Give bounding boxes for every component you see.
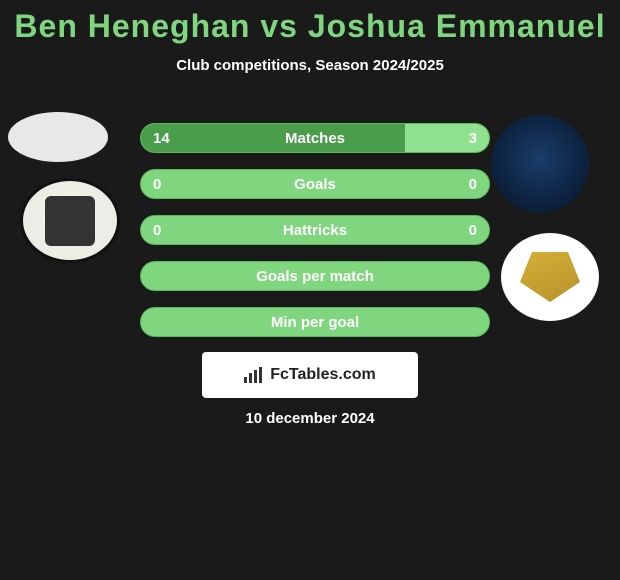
- stat-label: Matches: [141, 124, 489, 152]
- subtitle: Club competitions, Season 2024/2025: [0, 57, 620, 74]
- club-badge-right-inner: [520, 252, 580, 302]
- stat-row: Min per goal: [140, 307, 490, 337]
- club-badge-right: [501, 233, 599, 321]
- brand-box: FcTables.com: [202, 352, 418, 398]
- stat-value-left: 0: [153, 216, 161, 244]
- stat-label: Hattricks: [141, 216, 489, 244]
- player-avatar-right: [491, 115, 589, 213]
- stat-label: Min per goal: [141, 308, 489, 336]
- stat-row: Hattricks0 0: [140, 215, 490, 245]
- page-title: Ben Heneghan vs Joshua Emmanuel: [0, 0, 620, 45]
- stat-row: Goals0 0: [140, 169, 490, 199]
- stat-row: Goals per match: [140, 261, 490, 291]
- player-avatar-left: [8, 112, 108, 162]
- club-badge-left: [20, 178, 120, 263]
- stat-value-left: 0: [153, 170, 161, 198]
- stat-rows: Matches143Goals00Hattricks00Goals per ma…: [140, 123, 490, 353]
- stat-value-right: 0: [469, 216, 477, 244]
- brand-label: FcTables.com: [270, 366, 376, 384]
- stat-value-right: 0: [469, 170, 477, 198]
- date-label: 10 december 2024: [0, 410, 620, 427]
- stat-value-right: 3: [469, 124, 477, 152]
- stat-label: Goals per match: [141, 262, 489, 290]
- stat-label: Goals: [141, 170, 489, 198]
- club-badge-left-inner: [45, 196, 95, 246]
- stat-value-left: 14: [153, 124, 170, 152]
- stat-row: Matches14 3: [140, 123, 490, 153]
- chart-icon: [244, 367, 264, 383]
